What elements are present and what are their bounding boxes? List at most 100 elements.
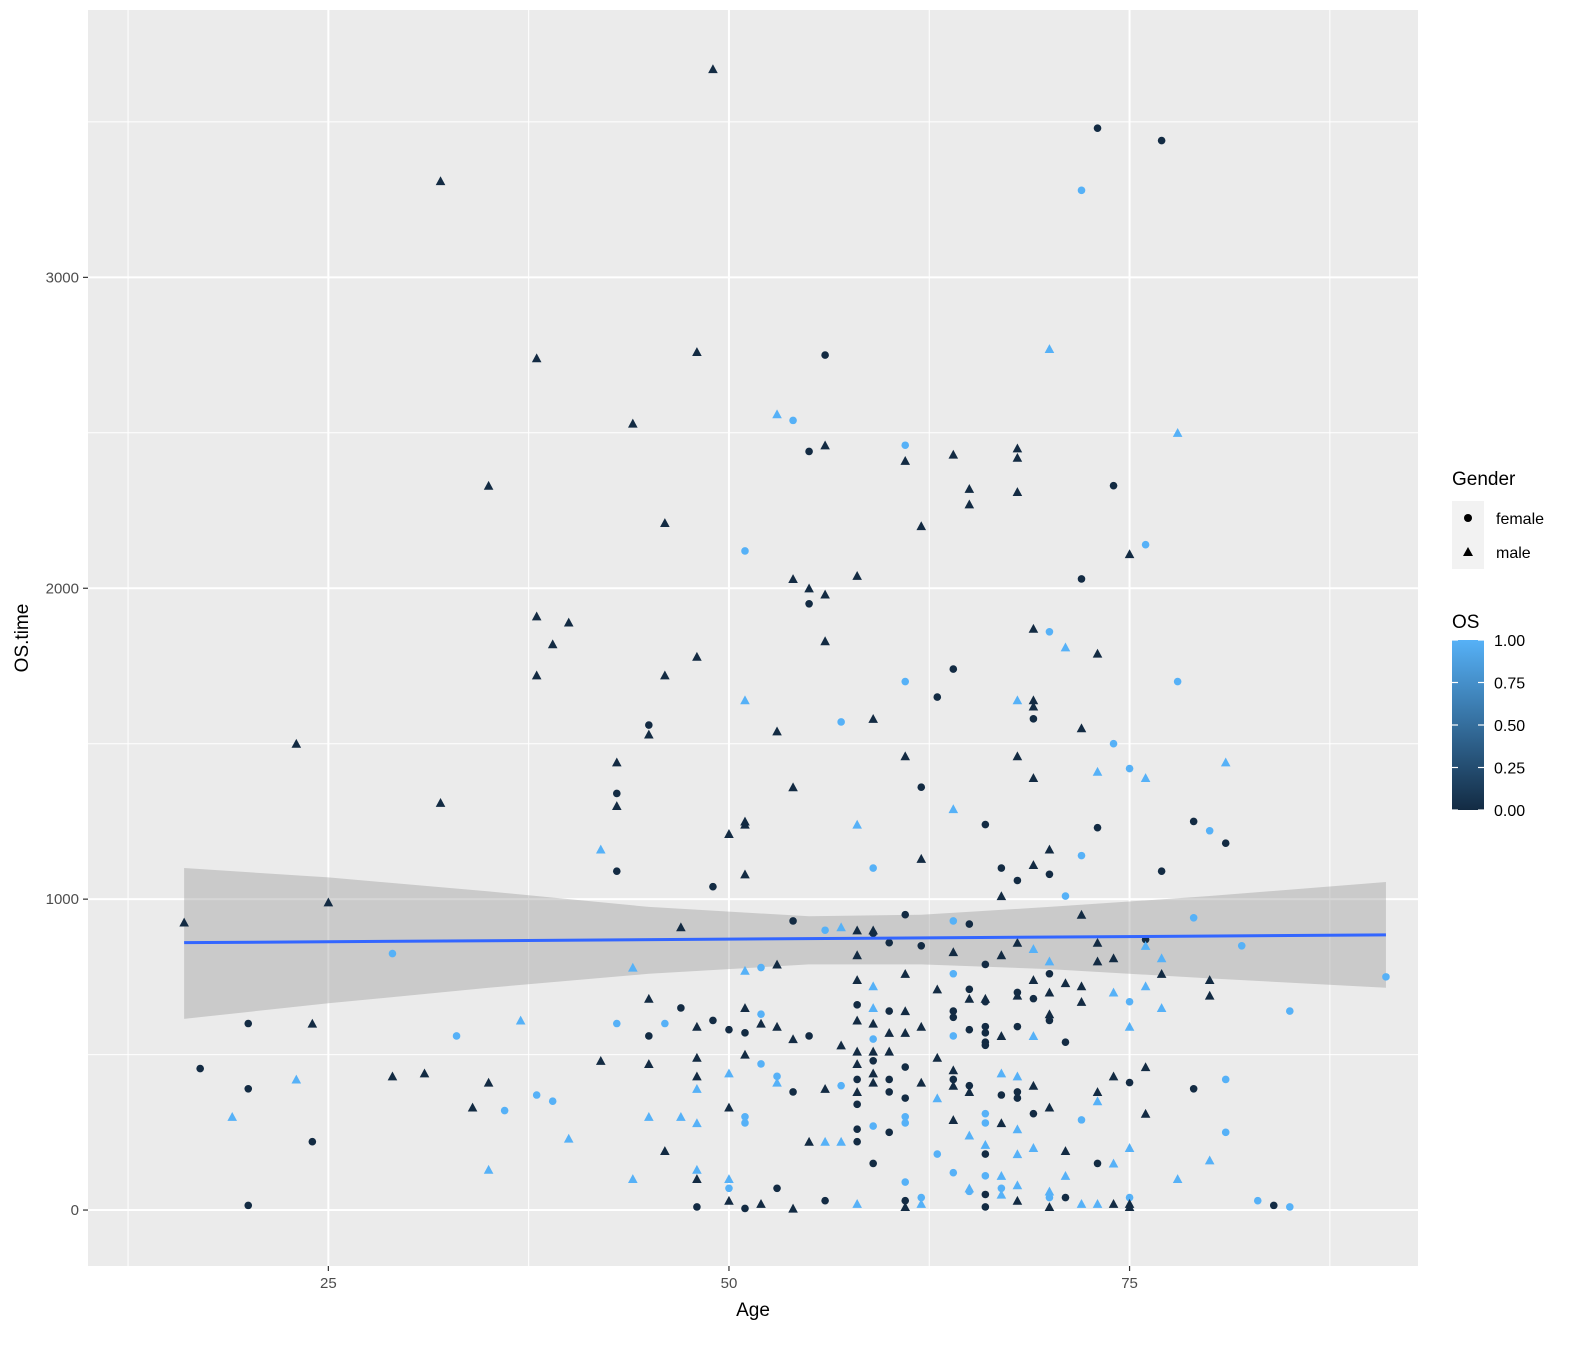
male-point [387,1071,398,1081]
male-point [1044,1102,1055,1112]
female-point [1237,941,1246,950]
female-point [548,1097,557,1106]
male-point [644,993,654,1003]
female-point [885,1007,894,1015]
male-point [1108,1199,1119,1208]
female-point [901,1119,910,1127]
y-axis-title: OS.time [12,604,33,673]
male-point [1044,844,1055,854]
male-point [1156,968,1167,978]
gender-legend-key-bg [1452,501,1484,569]
female-point [901,1196,910,1205]
female-point [1157,867,1166,875]
female-point [1045,969,1054,978]
male-point [804,583,814,593]
female-point [612,789,621,798]
female-point [981,997,990,1006]
female-point [1141,540,1150,549]
male-point [692,1071,702,1081]
female-point [997,1091,1006,1099]
male-point [1012,695,1023,705]
male-point [996,1171,1007,1180]
female-point [1189,914,1198,922]
male-point [868,1077,878,1087]
female-point [1253,1196,1262,1205]
male-point [996,950,1007,960]
x-tick-label: 75 [1121,1275,1138,1292]
female-point [997,864,1006,872]
female-point [917,1193,926,1202]
female-point [1045,1193,1054,1202]
male-point [884,1028,895,1037]
female-point [1045,870,1054,879]
female-point [1013,1022,1022,1031]
female-point [1125,1078,1134,1087]
male-point [179,917,189,927]
male-point [948,1080,959,1090]
female-point [677,1004,685,1012]
female-point [869,1035,877,1043]
male-point [868,1003,878,1013]
female-point [612,1019,621,1028]
female-point [837,1081,845,1090]
female-point [741,1112,749,1121]
male-point [740,819,750,829]
male-point [531,353,542,363]
y-tick-label: 1000 [46,891,79,908]
male-point [1028,623,1039,633]
female-point [805,1032,813,1040]
male-point [1108,1071,1119,1081]
male-point [996,1118,1007,1128]
female-point [244,1084,253,1093]
female-point [981,1029,990,1037]
male-point [788,574,798,584]
male-point [1204,990,1215,1000]
female-point [452,1032,461,1040]
male-point [900,1006,911,1016]
colorbar-label: 0.00 [1494,803,1525,820]
male-point [852,1199,862,1208]
male-point [531,670,542,680]
male-point [724,829,734,838]
male-point [1060,978,1071,988]
male-point [916,1199,927,1208]
male-point [692,1164,702,1174]
female-point [789,917,797,925]
female-point [773,1184,781,1193]
male-point [692,1174,702,1184]
male-point [932,1093,943,1103]
male-point [291,1074,302,1084]
female-point [965,1025,974,1034]
male-point [1060,642,1071,652]
female-point [741,547,749,555]
male-legend-key [1463,547,1473,556]
female-point [949,969,958,978]
female-point [1157,136,1166,145]
y-tick-label: 0 [71,1202,79,1219]
female-point [1382,973,1390,981]
female-point [949,917,958,925]
female-point [1029,1109,1038,1118]
colorbar-label: 1.00 [1494,633,1525,650]
female-point [1286,1203,1294,1211]
male-point [820,1083,830,1093]
female-point [1029,994,1038,1003]
male-point [1012,487,1023,496]
male-point [708,64,718,74]
male-point [628,962,638,972]
female-point [789,416,797,425]
female-point [965,1187,974,1196]
male-point [1012,452,1023,462]
y-tick-label: 3000 [46,269,79,286]
male-point [1012,1149,1023,1159]
female-point [1061,892,1070,900]
male-point [740,1003,750,1013]
male-point [676,1111,686,1121]
female-point [901,1178,910,1186]
male-point [1012,1071,1023,1081]
female-point [693,1203,701,1211]
female-point [949,1007,958,1015]
male-point [1044,1202,1055,1212]
male-point [740,695,750,705]
male-point [996,891,1007,901]
